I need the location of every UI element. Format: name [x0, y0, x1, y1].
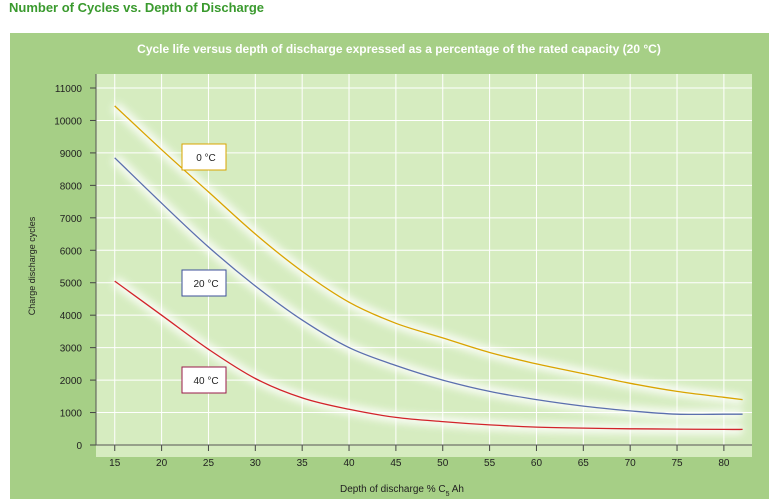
y-tick-label: 2000	[60, 376, 83, 387]
series-line-2	[114, 280, 743, 431]
x-tick-label: 60	[531, 458, 543, 469]
x-tick-label: 55	[484, 458, 496, 469]
x-tick-label: 30	[250, 458, 262, 469]
series-label: 40 °C	[193, 376, 218, 387]
series-label-box	[181, 269, 227, 297]
y-tick-label: 4000	[60, 311, 83, 322]
y-tick-label: 8000	[60, 181, 83, 192]
y-tick-label: 10000	[54, 116, 82, 127]
x-tick-label: 65	[578, 458, 590, 469]
x-axis-label: Depth of discharge % C5 Ah	[340, 484, 464, 498]
series-label: 0 °C	[196, 153, 216, 164]
x-tick-label: 40	[343, 458, 355, 469]
y-tick-label: 11000	[55, 84, 83, 95]
y-tick-label: 5000	[60, 279, 83, 290]
y-axis-label: Charge discharge cycles	[27, 216, 37, 315]
series-line-0	[114, 105, 743, 401]
series-line-1	[114, 157, 743, 416]
x-tick-label: 70	[625, 458, 637, 469]
y-tick-label: 6000	[60, 246, 83, 257]
page-title: Number of Cycles vs. Depth of Discharge	[9, 0, 265, 15]
y-tick-label: 0	[76, 441, 82, 452]
y-tick-label: 7000	[60, 214, 83, 225]
x-tick-label: 45	[390, 458, 402, 469]
chart-title: Cycle life versus depth of discharge exp…	[137, 42, 661, 56]
x-tick-label: 75	[671, 458, 683, 469]
y-tick-label: 3000	[60, 344, 83, 355]
x-tick-label: 80	[718, 458, 730, 469]
x-tick-label: 20	[156, 458, 168, 469]
x-tick-label: 35	[297, 458, 309, 469]
y-tick-label: 9000	[60, 149, 83, 160]
x-tick-label: 50	[437, 458, 449, 469]
x-tick-label: 15	[109, 458, 121, 469]
series-label-box	[181, 143, 227, 171]
series-label-box	[181, 366, 227, 394]
y-tick-label: 1000	[60, 409, 83, 420]
series-label: 20 °C	[193, 279, 218, 290]
x-tick-label: 25	[203, 458, 215, 469]
